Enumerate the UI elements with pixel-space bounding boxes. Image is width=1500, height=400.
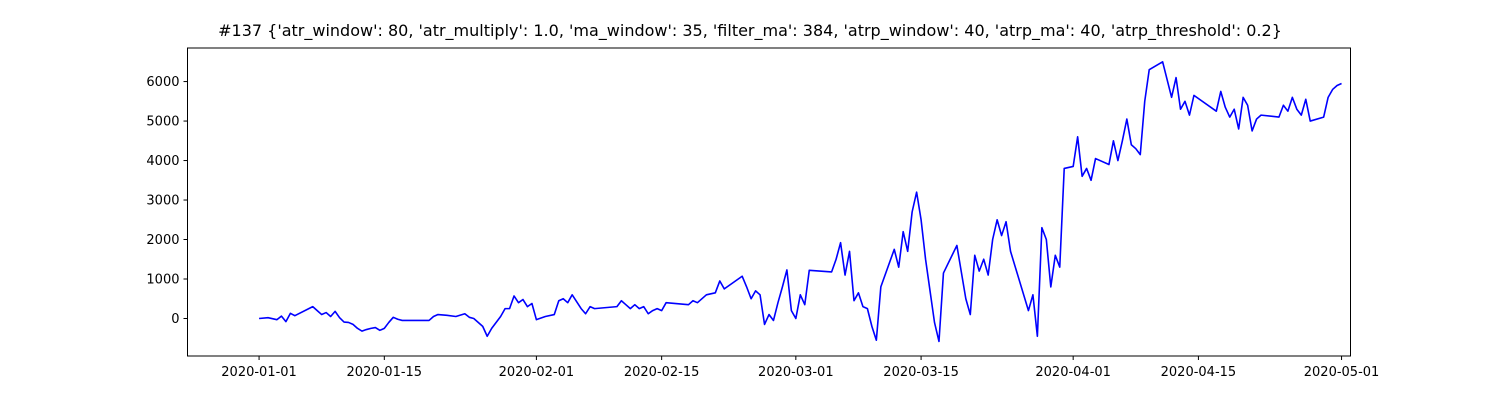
chart-title: #137 {'atr_window': 80, 'atr_multiply': …: [218, 21, 1282, 40]
y-tick-label: 1000: [146, 273, 179, 288]
y-tick-label: 6000: [146, 75, 179, 90]
x-tick-label: 2020-04-01: [1035, 365, 1111, 380]
x-tick-label: 2020-05-01: [1304, 365, 1380, 380]
y-tick-label: 5000: [146, 115, 179, 130]
y-tick-label: 0: [171, 312, 179, 327]
x-tick-label: 2020-01-15: [347, 365, 423, 380]
y-tick-label: 3000: [146, 194, 179, 209]
x-tick-label: 2020-03-01: [758, 365, 834, 380]
y-tick-label: 4000: [146, 154, 179, 169]
x-tick-label: 2020-02-01: [499, 365, 575, 380]
plot-area-frame: [187, 47, 1351, 357]
series-line: [258, 61, 1342, 343]
x-tick-label: 2020-01-01: [221, 365, 297, 380]
x-tick-label: 2020-02-15: [624, 365, 700, 380]
x-tick-label: 2020-03-15: [883, 365, 959, 380]
x-axis: 2020-01-01 2020-01-15 2020-02-01 2020-02-15…: [221, 356, 1379, 380]
series-group: [258, 61, 1342, 343]
y-tick-label: 2000: [146, 233, 179, 248]
x-tick-label: 2020-04-15: [1161, 365, 1237, 380]
y-axis: 0 1000 2000 3000 4000 5000 6000: [146, 75, 188, 327]
